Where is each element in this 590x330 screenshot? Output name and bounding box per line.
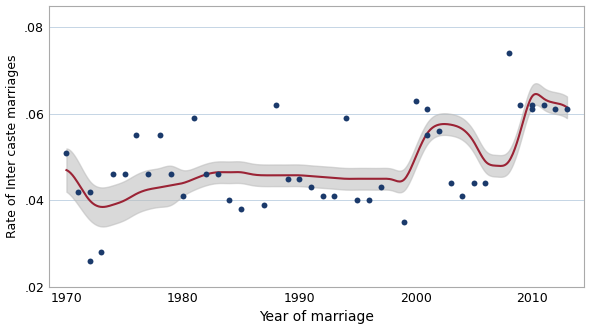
Point (178, 193, 188, 199)
Point (481, 181, 490, 186)
Point (237, 207, 246, 212)
Point (294, 176, 304, 182)
Point (132, 133, 141, 138)
Point (376, 185, 385, 190)
Point (260, 202, 269, 207)
Point (155, 133, 164, 138)
Point (399, 219, 409, 225)
Point (109, 172, 118, 177)
Point (306, 185, 316, 190)
Point (62, 150, 71, 155)
Point (166, 172, 176, 177)
Point (504, 50, 513, 56)
Point (562, 107, 572, 112)
Point (85, 189, 94, 194)
Point (271, 103, 281, 108)
Point (550, 107, 560, 112)
Point (329, 193, 339, 199)
Point (457, 193, 467, 199)
Point (411, 98, 420, 104)
Point (318, 193, 327, 199)
Point (120, 172, 129, 177)
Point (422, 107, 432, 112)
Point (341, 115, 350, 121)
Point (516, 103, 525, 108)
Point (201, 172, 211, 177)
Point (539, 103, 549, 108)
Point (446, 181, 455, 186)
Point (73, 189, 83, 194)
Point (283, 176, 292, 182)
Point (469, 181, 478, 186)
Point (213, 172, 222, 177)
Point (365, 198, 374, 203)
Point (85, 258, 94, 264)
Point (353, 198, 362, 203)
Point (143, 172, 153, 177)
Point (527, 107, 537, 112)
X-axis label: Year of marriage: Year of marriage (259, 311, 374, 324)
Point (190, 115, 199, 121)
Point (225, 198, 234, 203)
Point (527, 103, 537, 108)
Point (434, 128, 444, 134)
Point (422, 133, 432, 138)
Point (97, 250, 106, 255)
Y-axis label: Rate of Inter caste marriages: Rate of Inter caste marriages (5, 54, 18, 238)
